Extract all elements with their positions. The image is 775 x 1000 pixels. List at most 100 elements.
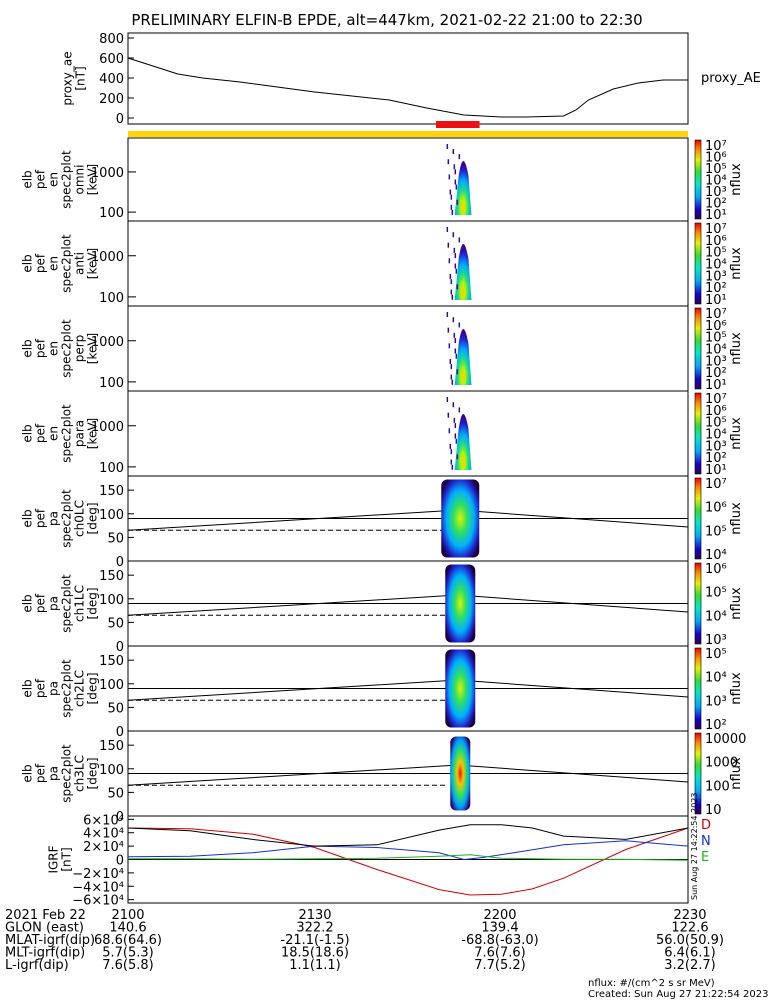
pitch-ytick-label: 0 <box>116 640 124 655</box>
energy-speckle <box>447 159 450 165</box>
orbit-cell: 7.6(7.6) <box>474 946 526 961</box>
colorbar-tick-label: 10³ <box>705 185 727 200</box>
orbit-cell: 2200 <box>483 908 516 923</box>
orbit-cell: 7.6(5.8) <box>102 958 154 973</box>
pitch-ytick-label: 150 <box>99 739 124 754</box>
energy-panel-4-ylabel: elbpefenspec2plotpara[keV] <box>21 404 100 463</box>
igrf-legend-E: E <box>701 850 709 865</box>
loss-cone-curve <box>127 679 689 701</box>
energy-panel-4-frame <box>127 390 689 477</box>
energy-speckle <box>448 174 451 180</box>
igrf-series-line <box>127 824 689 847</box>
colorbar-tick-label: 10⁴ <box>705 671 727 686</box>
energy-speckle <box>456 369 459 375</box>
colorbar-label: nflux <box>729 672 744 705</box>
loss-cone-curve <box>127 764 689 786</box>
orbit-cell: 140.6 <box>109 921 146 936</box>
colorbar-tick-label: 10⁴ <box>705 548 727 563</box>
colorbar-tick-label: 10⁴ <box>705 428 727 443</box>
energy-speckle <box>454 263 457 269</box>
colorbar-tick-label: 10⁵ <box>705 162 727 177</box>
colorbar-label: nflux <box>729 163 744 196</box>
pitch-ytick-label: 50 <box>107 616 124 631</box>
colorbar-tick-label: 10¹ <box>705 463 727 478</box>
footer-side-stamp: Sun Aug 27 14:22:54 2023 <box>690 793 699 900</box>
colorbar-tick-label: 10² <box>705 281 727 296</box>
colorbar-8 <box>694 732 702 815</box>
proxy-ae-ylabel: proxy_ae[nT] <box>61 51 88 105</box>
energy-spectrogram-1 <box>454 161 472 215</box>
energy-speckle <box>455 353 458 359</box>
colorbar-tick-label: 10⁷ <box>705 392 727 407</box>
proxy-ae-right-label: proxy_AE <box>701 71 761 86</box>
energy-speckle <box>455 268 458 274</box>
energy-speckle <box>450 279 453 285</box>
energy-speckle <box>453 247 456 253</box>
energy-speckle <box>458 407 461 413</box>
pitch-ytick-label: 150 <box>99 569 124 584</box>
footer-created: Created: Sun Aug 27 21:22:54 2023 <box>588 989 768 1000</box>
colorbar-tick-label: 10⁵ <box>705 586 727 601</box>
colorbar-1 <box>694 139 702 220</box>
pitch-ytick-label: 100 <box>99 508 124 523</box>
proxy-ae-ytick-label: 0 <box>116 112 124 127</box>
energy-speckle <box>447 327 450 333</box>
colorbar-2 <box>694 222 702 305</box>
igrf-series-line <box>127 827 689 896</box>
colorbar-4 <box>694 392 702 475</box>
igrf-ylabel: IGRF[nT] <box>47 845 74 873</box>
pitch-ytick-label: 0 <box>116 555 124 570</box>
colorbar-tick-label: 10⁷ <box>705 477 727 492</box>
igrf-ytick-label: 0 <box>116 854 124 869</box>
pitch-ytick-label: 100 <box>99 593 124 608</box>
energy-spectrogram-3 <box>454 329 472 385</box>
colorbar-tick-label: 10 <box>705 803 722 818</box>
colorbar-7 <box>694 647 702 730</box>
energy-speckle <box>450 204 453 210</box>
pitch-spectrogram-5 <box>441 479 480 558</box>
orbit-cell: 2100 <box>111 908 144 923</box>
energy-speckle <box>453 332 456 338</box>
orbit-row-label: 2021 Feb 22 <box>5 908 86 923</box>
energy-speckle <box>446 397 449 402</box>
energy-speckle <box>450 374 453 380</box>
energy-speckle <box>453 417 456 423</box>
colorbar-tick-label: 10³ <box>705 633 727 648</box>
orbit-cell: 56.0(50.9) <box>656 933 724 948</box>
orbit-cell: 68.6(64.6) <box>94 933 162 948</box>
loss-cone-curve <box>127 509 689 531</box>
energy-speckle <box>448 258 451 264</box>
energy-speckle <box>450 194 453 200</box>
energy-panel-3-frame <box>127 305 689 392</box>
energy-ytick-label: 100 <box>99 206 124 221</box>
colorbar-label: nflux <box>729 502 744 535</box>
orbit-cell: 6.4(6.1) <box>664 946 716 961</box>
energy-speckle <box>452 232 455 238</box>
energy-speckle <box>455 438 458 444</box>
energy-ytick-label: 100 <box>99 376 124 391</box>
energy-speckle <box>450 459 453 465</box>
energy-speckle <box>451 294 454 300</box>
colorbar-tick-label: 10⁶ <box>705 501 727 516</box>
colorbar-5 <box>694 477 702 560</box>
igrf-ytick-label: −6×10⁴ <box>72 894 124 909</box>
energy-speckle <box>451 379 454 385</box>
orbit-row-label: L-igrf(dip) <box>5 958 69 973</box>
orbit-cell: 2130 <box>298 908 331 923</box>
energy-spectrogram-2 <box>454 244 472 300</box>
colorbar-tick-label: 10⁴ <box>705 174 727 189</box>
energy-speckle <box>449 443 452 449</box>
pitch-ytick-label: 100 <box>99 763 124 778</box>
colorbar-tick-label: 10³ <box>705 694 727 709</box>
energy-speckle <box>454 253 457 259</box>
energy-speckle <box>446 312 449 317</box>
energy-speckle <box>456 284 459 290</box>
colorbar-3 <box>694 307 702 390</box>
orbit-cell: 122.6 <box>671 921 708 936</box>
energy-speckle <box>458 154 461 160</box>
energy-speckle <box>447 412 450 418</box>
science-zone-bar <box>436 121 480 128</box>
pitch-ytick-label: 150 <box>99 654 124 669</box>
colorbar-tick-label: 10⁴ <box>705 258 727 273</box>
